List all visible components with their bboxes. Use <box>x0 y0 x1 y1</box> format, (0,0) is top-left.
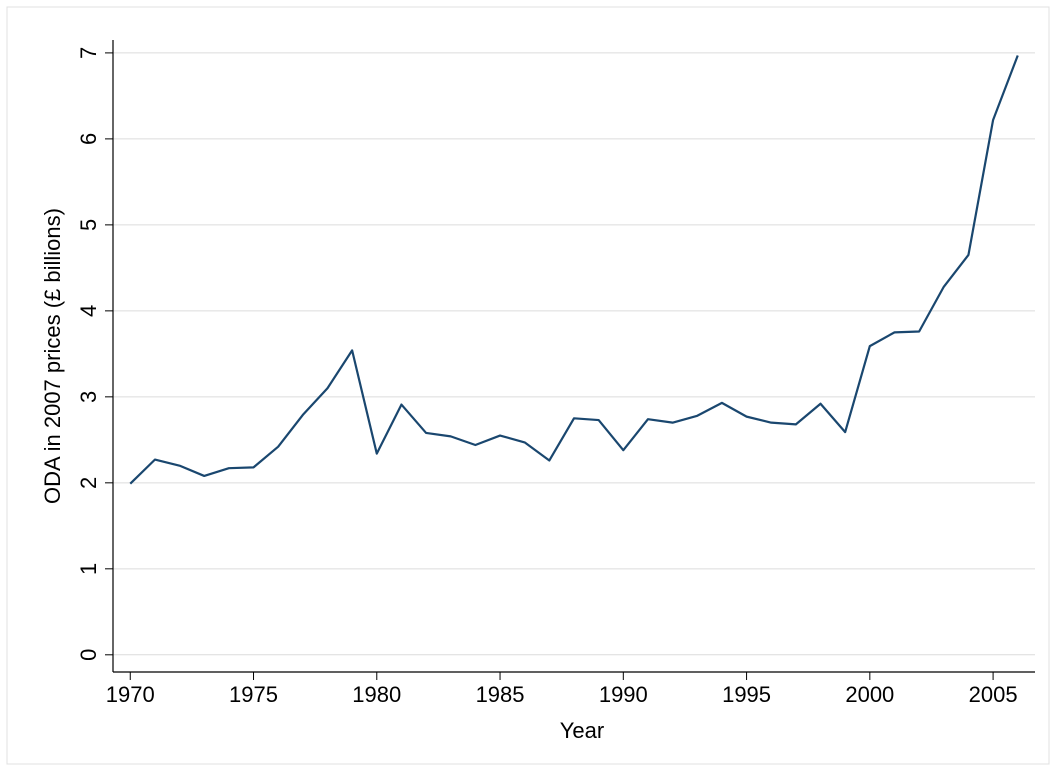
x-tick-label: 1985 <box>476 682 525 707</box>
x-tick-label: 2005 <box>969 682 1018 707</box>
x-tick-label: 1990 <box>599 682 648 707</box>
x-tick-label: 1975 <box>229 682 278 707</box>
grid <box>113 52 1035 656</box>
x-tick-label: 1980 <box>352 682 401 707</box>
y-tick-label: 4 <box>76 305 101 317</box>
y-tick-label: 2 <box>76 477 101 489</box>
y-tick-label: 5 <box>76 219 101 231</box>
y-axis-title: ODA in 2007 prices (£ billions) <box>40 208 65 504</box>
line <box>129 55 1019 485</box>
frame <box>6 6 1050 765</box>
x-tick-label: 1995 <box>722 682 771 707</box>
y-tick-label: 3 <box>76 391 101 403</box>
x-axis-title: Year <box>560 718 604 743</box>
y-tick-label: 0 <box>76 649 101 661</box>
x-tick-label: 1970 <box>106 682 155 707</box>
x-tick-label: 2000 <box>845 682 894 707</box>
y-tick-label: 6 <box>76 133 101 145</box>
y-tick-label: 1 <box>76 563 101 575</box>
y-tick-label: 7 <box>76 47 101 59</box>
